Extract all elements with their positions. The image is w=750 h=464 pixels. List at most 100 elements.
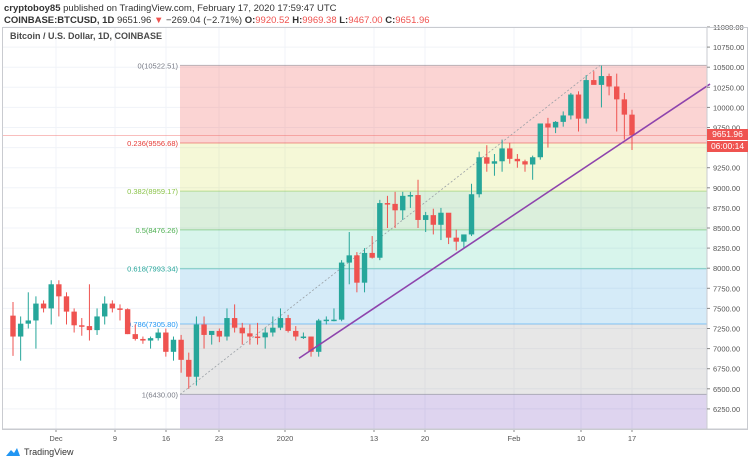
candle	[323, 316, 330, 325]
candle	[109, 300, 116, 313]
x-tick-label: 23	[215, 434, 223, 443]
fib-label: 0.236(9556.68)	[127, 139, 178, 148]
candle	[560, 111, 566, 127]
candle	[491, 154, 498, 176]
tradingview-label: TradingView	[24, 447, 74, 457]
candle	[117, 304, 123, 321]
tradingview-logo[interactable]: TradingView	[5, 447, 74, 457]
open-value: 9920.52	[255, 15, 290, 26]
candle	[598, 65, 605, 108]
trendline	[298, 83, 711, 359]
candle	[415, 179, 421, 228]
candle	[346, 232, 352, 285]
candle	[17, 316, 24, 361]
fib-label: 0.382(8959.17)	[127, 187, 178, 196]
candle	[293, 326, 299, 341]
x-tick-label: 13	[370, 434, 378, 443]
x-tick-label: 16	[162, 434, 170, 443]
candle	[40, 300, 47, 313]
countdown-badge: 06:00:14	[707, 141, 748, 152]
y-tick-label: 7500.00	[713, 304, 740, 313]
candle	[453, 229, 459, 251]
candle	[186, 352, 192, 389]
candle	[254, 322, 261, 345]
candle	[270, 316, 276, 337]
x-tick-label: 2020	[277, 434, 294, 443]
x-tick-label: Feb	[508, 434, 521, 443]
y-tick-label: 10750.00	[713, 43, 744, 52]
candle	[79, 318, 85, 336]
candle	[545, 117, 551, 148]
candle	[285, 314, 291, 333]
candle	[621, 92, 628, 140]
x-tick-label: 17	[628, 434, 636, 443]
candle	[522, 159, 528, 172]
candle	[529, 155, 536, 180]
candle	[239, 322, 245, 345]
candle	[300, 332, 307, 339]
candle	[507, 142, 513, 164]
candle	[33, 296, 39, 349]
low-label: L:	[339, 15, 349, 26]
y-tick-label: 8000.00	[713, 264, 740, 273]
published-text: published on TradingView.com, February 1…	[63, 3, 337, 14]
candle	[231, 304, 238, 333]
open-label: O:	[244, 15, 256, 26]
y-tick-label: 10000.00	[713, 103, 744, 112]
candle	[277, 308, 284, 331]
candle	[384, 195, 391, 228]
x-tick-label: Dec	[49, 434, 63, 443]
candle	[591, 71, 597, 85]
candle	[94, 308, 100, 335]
candle	[369, 236, 375, 259]
price-change: −269.04 (−2.71%)	[165, 15, 243, 26]
candle	[132, 324, 138, 341]
candle	[361, 248, 368, 293]
close-value: 9651.96	[395, 15, 430, 26]
candle	[468, 183, 475, 237]
candle	[499, 139, 505, 172]
candle	[262, 327, 268, 349]
x-tick-label: 9	[113, 434, 117, 443]
high-label: H:	[292, 15, 303, 26]
candle	[392, 191, 398, 228]
y-tick-label: 7000.00	[713, 345, 740, 354]
candle	[155, 328, 161, 341]
candle	[56, 280, 62, 317]
candle	[629, 109, 635, 151]
candle	[247, 324, 253, 345]
candle	[193, 316, 200, 386]
x-tick-label: 10	[577, 434, 585, 443]
candle	[445, 212, 452, 245]
candle	[338, 260, 345, 322]
candle	[201, 316, 207, 349]
fib-label: 0.5(8476.26)	[135, 226, 178, 235]
candle	[63, 292, 70, 325]
y-tick-label: 6500.00	[713, 385, 740, 394]
candle	[377, 199, 383, 261]
candle	[308, 336, 314, 357]
candle	[461, 234, 467, 249]
low-value: 9467.00	[348, 15, 383, 26]
candle	[537, 123, 543, 160]
candle	[315, 318, 322, 357]
candle	[438, 207, 444, 241]
y-tick-label: 10500.00	[713, 63, 744, 72]
candle	[178, 334, 184, 373]
y-tick-label: 8500.00	[713, 224, 740, 233]
fib-zone	[180, 394, 707, 429]
tradingview-cloud-icon	[6, 448, 20, 456]
author-name[interactable]: cryptoboy85	[4, 3, 61, 14]
y-tick-label: 7250.00	[713, 325, 740, 334]
fib-label: 0(10522.51)	[138, 61, 179, 70]
y-tick-label: 9250.00	[713, 164, 740, 173]
candle	[163, 328, 169, 357]
fib-label: 0.786(7305.80)	[127, 320, 178, 329]
candle	[422, 211, 429, 233]
candle	[514, 154, 521, 168]
y-tick-label: 8250.00	[713, 244, 740, 253]
y-tick-label: 6750.00	[713, 365, 740, 374]
y-tick-label: 8750.00	[713, 204, 740, 213]
y-tick-label: 7750.00	[713, 284, 740, 293]
